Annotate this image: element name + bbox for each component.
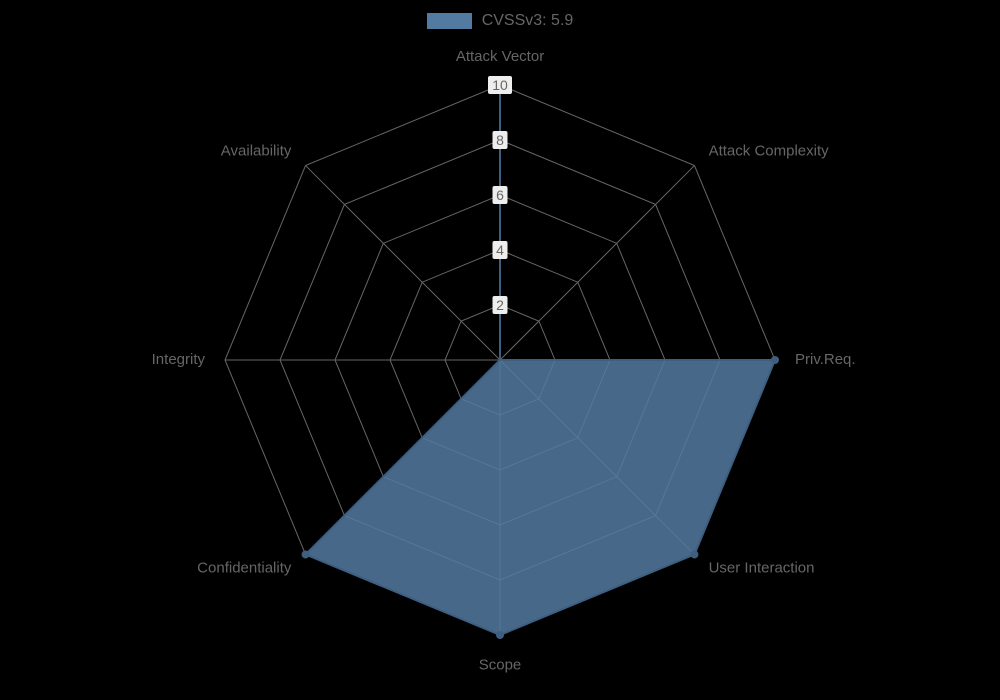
axis-label: Scope	[479, 656, 522, 673]
scale-tick: 6	[496, 187, 504, 203]
scale-tick: 8	[496, 132, 504, 148]
axis-label: Confidentiality	[197, 560, 292, 577]
axis-label: Attack Complexity	[709, 142, 830, 159]
axis-label: User Interaction	[709, 560, 815, 577]
axis-label: Availability	[221, 142, 292, 159]
axis-label: Priv.Req.	[795, 351, 856, 368]
legend-label: CVSSv3: 5.9	[482, 12, 574, 30]
legend: CVSSv3: 5.9	[0, 12, 1000, 34]
scale-tick: 2	[496, 297, 504, 313]
scale-tick: 10	[492, 77, 508, 93]
axis-label: Integrity	[152, 351, 206, 368]
legend-item: CVSSv3: 5.9	[427, 12, 574, 30]
axis-label: Attack Vector	[456, 48, 544, 65]
scale-tick: 4	[496, 242, 504, 258]
radar-chart-container: CVSSv3: 5.9 Attack Vector Attack Complexi…	[0, 0, 1000, 700]
radar-chart-svg: Attack Vector Attack Complexity Priv.Req. U…	[0, 0, 1000, 700]
legend-swatch	[427, 13, 472, 29]
